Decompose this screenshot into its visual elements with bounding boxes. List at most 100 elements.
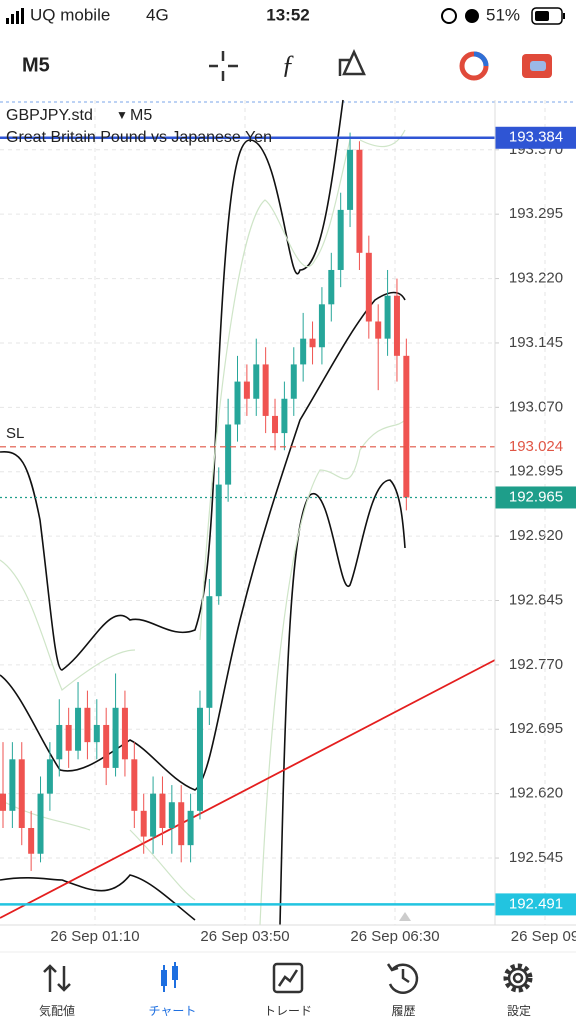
chart-area[interactable] xyxy=(0,100,495,925)
nav-label[interactable]: 履歴 xyxy=(391,1004,415,1018)
y-tick-label: 192.920 xyxy=(509,527,563,544)
price-line-label: 192.491 xyxy=(509,895,563,912)
signal-bar xyxy=(11,14,14,24)
symbol-description: Great Britain Pound vs Japanese Yen xyxy=(6,129,272,146)
indicators xyxy=(0,99,496,926)
candle-body xyxy=(178,802,185,846)
candle-body xyxy=(403,355,410,498)
alarm-icon xyxy=(465,9,479,23)
candle-body xyxy=(262,364,269,416)
time-label: 26 Sep 06:30 xyxy=(350,928,439,945)
candle-body xyxy=(56,724,63,760)
signal-bar xyxy=(16,11,19,24)
y-tick-label: 193.295 xyxy=(509,205,563,222)
y-tick-label: 192.545 xyxy=(509,849,563,866)
time-label: 26 Sep 03:50 xyxy=(200,928,289,945)
y-tick-label: 192.695 xyxy=(509,720,563,737)
toolbar: M5 ƒ xyxy=(22,48,552,81)
bottom-nav: 気配値 チャート トレード 履歴 設定 xyxy=(39,962,533,1018)
candle-body xyxy=(272,415,279,434)
network: 4G xyxy=(146,5,169,24)
bollinger-lower xyxy=(0,479,406,926)
objects-icon[interactable] xyxy=(338,48,366,76)
candle-body xyxy=(65,724,72,751)
scroll-marker xyxy=(399,912,411,921)
battery xyxy=(531,7,563,25)
price-line-label: 192.965 xyxy=(509,488,563,505)
candle-body xyxy=(18,759,25,828)
nav-labels: 気配値 チャート トレード 履歴 設定 xyxy=(39,1003,531,1018)
candles xyxy=(0,132,410,871)
chart-timeframe: M5 xyxy=(130,107,152,124)
quotes-icon[interactable] xyxy=(43,964,71,992)
battery-tip xyxy=(563,13,565,19)
nav-label[interactable]: 気配値 xyxy=(39,1003,75,1018)
candle-body xyxy=(46,759,53,794)
price-label-box xyxy=(495,126,576,149)
candle-body xyxy=(75,707,82,751)
settings-nav-icon[interactable] xyxy=(503,963,533,993)
signal-bar xyxy=(6,18,9,24)
candle-body xyxy=(93,724,100,743)
y-tick-label: 192.770 xyxy=(509,656,563,673)
y-tick-label: 192.845 xyxy=(509,591,563,608)
trade-icon-part xyxy=(473,51,489,67)
price-label-box xyxy=(495,893,576,916)
candle-body xyxy=(356,149,363,253)
time-axis: 26 Sep 01:10 26 Sep 03:50 26 Sep 06:30 26 S… xyxy=(50,928,576,945)
battery-level xyxy=(535,11,549,21)
indicator-icon[interactable]: ƒ xyxy=(282,50,295,79)
candle-body xyxy=(103,724,110,768)
price-line-label: 193.024 xyxy=(509,438,563,455)
candle-body xyxy=(225,424,232,485)
candle-body xyxy=(318,304,325,348)
lock-icon xyxy=(441,8,457,24)
time-label: 26 Sep 01:10 xyxy=(50,928,139,945)
candle-body xyxy=(337,209,344,270)
candle-body xyxy=(150,793,157,837)
candle-body xyxy=(384,295,391,339)
history-nav-icon[interactable] xyxy=(386,963,419,994)
candle-body xyxy=(121,707,128,760)
candle-body xyxy=(253,364,260,399)
nav-label[interactable]: トレード xyxy=(264,1004,312,1018)
y-tick-label: 193.220 xyxy=(509,270,563,287)
candle-body xyxy=(215,484,222,597)
signal-bar xyxy=(21,8,24,24)
timeframe-button[interactable]: M5 xyxy=(22,54,50,76)
candle-body xyxy=(290,364,297,399)
candle-body xyxy=(131,759,138,811)
candle-body xyxy=(0,793,6,811)
status-bar: UQ mobile 4G 13:52 51% xyxy=(6,5,565,25)
account-icon-part xyxy=(530,61,546,71)
chart-nav-icon[interactable] xyxy=(161,962,178,992)
price-line-label: 193.384 xyxy=(509,129,563,146)
candle-body xyxy=(140,810,147,837)
symbol: GBPJPY.std xyxy=(6,107,93,124)
candle-body xyxy=(328,269,335,305)
bollinger-upper xyxy=(0,99,344,671)
candle-body xyxy=(393,295,400,356)
nav-label[interactable]: 設定 xyxy=(507,1004,531,1018)
crosshair-icon[interactable] xyxy=(209,51,238,81)
candle-body xyxy=(206,596,213,708)
candle-body xyxy=(37,793,44,854)
price-label-box xyxy=(495,486,576,509)
dropdown-arrow[interactable]: ▼ xyxy=(116,108,128,122)
candle-body xyxy=(365,252,372,322)
candle-body xyxy=(375,321,382,339)
price-lines: 193.384 SL 193.024 192.965 192.491 xyxy=(0,126,576,916)
time-label: 26 Sep 09 xyxy=(511,928,576,945)
candle-body xyxy=(243,381,250,399)
candle-body xyxy=(234,381,241,425)
candle-body xyxy=(187,810,194,846)
carrier: UQ mobile xyxy=(30,5,110,24)
candle-body xyxy=(309,338,316,348)
candle-body xyxy=(300,338,307,365)
candle-body xyxy=(84,707,91,743)
trade-nav-icon[interactable] xyxy=(272,962,304,994)
nav-label[interactable]: チャート xyxy=(149,1004,197,1018)
candle-body xyxy=(112,707,119,768)
